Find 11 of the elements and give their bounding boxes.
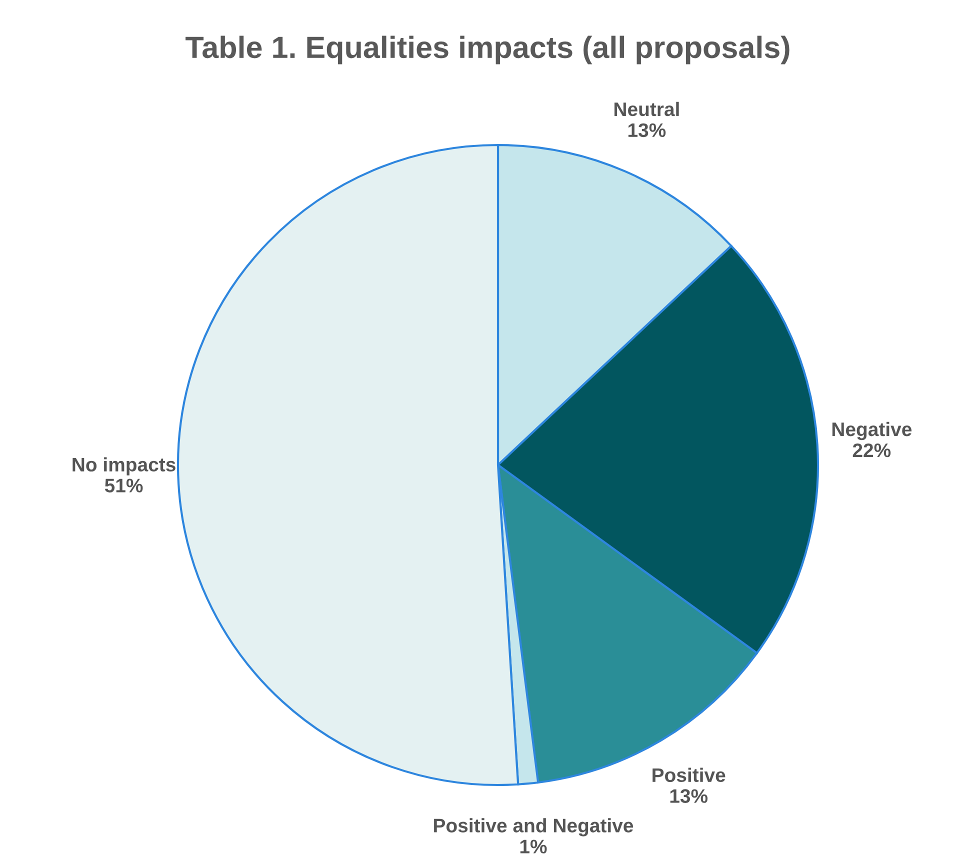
data-label: 13%	[628, 123, 666, 138]
data-label: 1%	[520, 840, 547, 854]
slice-label: Neutral	[614, 102, 679, 116]
slice-label: No impacts	[72, 457, 176, 476]
data-label: 51%	[104, 478, 143, 492]
slice-label: Negative	[832, 422, 912, 440]
slice-label: Positive	[652, 768, 726, 782]
data-label: 22%	[852, 443, 891, 458]
data-label: 13%	[670, 789, 708, 803]
slice-label: Positive and Negative	[434, 818, 634, 836]
chart-title: Table 1. Equalities impacts (all proposals)	[186, 36, 790, 64]
